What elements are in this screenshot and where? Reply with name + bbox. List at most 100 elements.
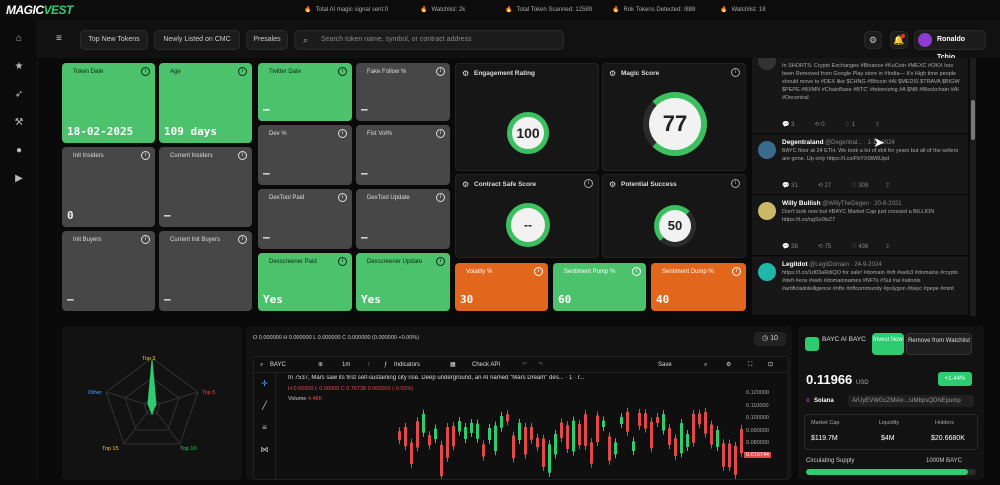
chart-symbol[interactable]: BAYC bbox=[270, 362, 286, 368]
info-icon[interactable]: i bbox=[238, 151, 247, 160]
retweet-count: 75 bbox=[824, 244, 832, 250]
card-label: Sentiment Dump % bbox=[662, 269, 714, 275]
info-icon[interactable]: i bbox=[338, 193, 347, 202]
crosshair-icon[interactable]: ✛ bbox=[261, 379, 268, 388]
remove-watchlist-button[interactable]: Remove from Watchlist bbox=[906, 333, 972, 355]
redo-icon[interactable]: ↷ bbox=[538, 362, 544, 368]
candle bbox=[476, 423, 479, 439]
like-icon[interactable]: ♡ bbox=[851, 183, 857, 189]
card-token-date: Token Date i 18-02-2025 bbox=[62, 63, 155, 143]
add-symbol-icon[interactable]: ⊕ bbox=[318, 362, 324, 368]
price-axis: 0.120000 0.110000 0.100000 0.090000 0.08… bbox=[746, 387, 769, 462]
menu-collapse-icon[interactable]: ≡ bbox=[56, 33, 62, 44]
star-icon[interactable]: ★ bbox=[14, 61, 24, 72]
share-icon[interactable]: ⇪ bbox=[885, 183, 891, 189]
reply-icon[interactable]: 💬 bbox=[782, 244, 790, 250]
info-icon[interactable]: i bbox=[338, 257, 347, 266]
tweet-card[interactable]: Legitdot @LegitDomain · 24-9-2024 https:… bbox=[752, 257, 968, 316]
notification-bell-icon[interactable]: 🔔 bbox=[890, 31, 908, 49]
gauge-value: -- bbox=[524, 218, 532, 232]
ticker-item-watchlist-2: 🔥 Watchlist: 18 bbox=[720, 6, 766, 13]
search-input[interactable]: ⌕ Search token name, symbol, or contract… bbox=[294, 30, 564, 50]
info-icon[interactable]: i bbox=[436, 257, 445, 266]
zoom-icon[interactable]: ⌕ bbox=[704, 362, 708, 368]
home-icon[interactable]: ⌂ bbox=[15, 33, 23, 44]
reply-icon[interactable]: 💬 bbox=[782, 122, 790, 128]
contract-address[interactable]: ArUyEVWGcZMiAx...srMbpsQDNEpump bbox=[848, 395, 974, 407]
tools-icon[interactable]: ⚒ bbox=[14, 117, 24, 128]
camera-icon[interactable]: ⊡ bbox=[768, 362, 774, 368]
like-icon[interactable]: ♡ bbox=[844, 122, 850, 128]
fullscreen-icon[interactable]: ⛶ bbox=[748, 362, 753, 368]
info-icon[interactable]: i bbox=[632, 267, 641, 276]
token-stats: Market Cap $119.7M Liquidity $4M Holders… bbox=[804, 414, 978, 450]
tab-top-new-tokens[interactable]: Top New Tokens bbox=[80, 30, 148, 50]
info-icon[interactable]: i bbox=[534, 267, 543, 276]
tweet-handle: @WillyTheDegen · 20-8-2021 bbox=[822, 201, 902, 207]
tweet-card[interactable]: Willy Bullish @WillyTheDegen · 20-8-2021… bbox=[752, 196, 968, 256]
like-icon[interactable]: ♡ bbox=[851, 244, 857, 250]
card-label: Init Insiders bbox=[73, 153, 104, 159]
card-value: — bbox=[67, 293, 74, 306]
candle bbox=[734, 445, 737, 475]
candle bbox=[674, 438, 677, 456]
layout-icon[interactable]: ▦ bbox=[450, 362, 456, 368]
retweet-icon[interactable]: ⟲ bbox=[817, 244, 823, 250]
share-icon[interactable]: ⇪ bbox=[885, 244, 891, 250]
candle bbox=[560, 422, 563, 438]
indicators-icon[interactable]: ƒ bbox=[384, 362, 388, 368]
feed-scrollbar[interactable] bbox=[970, 58, 976, 316]
tweet-card[interactable]: Degentraland @Degentral... · 1-12-2024 B… bbox=[752, 135, 968, 195]
current-price-tag: 0.016744 bbox=[744, 452, 771, 458]
info-icon[interactable]: i bbox=[338, 129, 347, 138]
card-value: 0 bbox=[67, 209, 74, 222]
tab-presales[interactable]: Presales bbox=[246, 30, 288, 50]
info-icon[interactable]: i bbox=[436, 67, 445, 76]
trendline-icon[interactable]: ╱ bbox=[262, 401, 267, 410]
user-menu[interactable]: Ronaldo Tchio bbox=[914, 30, 986, 61]
info-icon[interactable]: i bbox=[731, 68, 740, 77]
chart-indicators[interactable]: Indicators bbox=[394, 362, 421, 368]
info-icon[interactable]: i bbox=[141, 151, 150, 160]
info-icon[interactable]: i bbox=[732, 267, 741, 276]
scrollbar-thumb[interactable] bbox=[971, 100, 975, 140]
video-icon[interactable]: ▶ bbox=[15, 173, 23, 184]
info-icon[interactable]: i bbox=[584, 179, 593, 188]
retweet-icon[interactable]: ⟲ bbox=[814, 122, 820, 128]
undo-icon[interactable]: ↶ bbox=[522, 362, 528, 368]
candle bbox=[416, 421, 419, 448]
info-icon[interactable]: i bbox=[141, 235, 150, 244]
card-label: Token Date bbox=[73, 69, 104, 75]
user-icon[interactable]: ● bbox=[15, 145, 23, 156]
settings-gear-icon[interactable]: ⚙ bbox=[726, 362, 732, 368]
card-current-insiders: Current Insiders i — bbox=[159, 147, 252, 227]
panel-contract-safe-score: ⚙ Contract Safe Score i -- bbox=[455, 174, 599, 258]
volume-value: 4.48K bbox=[307, 396, 323, 402]
tab-newly-listed-cmc[interactable]: Newly Listed on CMC bbox=[154, 30, 240, 50]
info-icon[interactable]: i bbox=[141, 67, 150, 76]
info-icon[interactable]: i bbox=[436, 129, 445, 138]
fib-icon[interactable]: ≡ bbox=[262, 423, 267, 432]
info-icon[interactable]: i bbox=[731, 179, 740, 188]
rocket-icon[interactable]: ➶ bbox=[14, 89, 24, 100]
invest-now-button[interactable]: Invest Now bbox=[872, 333, 904, 355]
info-icon[interactable]: i bbox=[436, 193, 445, 202]
tweet-card[interactable]: In SHORTS: Crypto Exchanges #Binance #Ku… bbox=[752, 58, 968, 134]
candle-type-icon[interactable]: ⫶ bbox=[368, 362, 370, 368]
brand-logo[interactable]: MAGICVEST bbox=[6, 3, 73, 17]
info-icon[interactable]: i bbox=[238, 235, 247, 244]
settings-gear-icon[interactable]: ⚙ bbox=[864, 31, 882, 49]
chart-interval[interactable]: 1m bbox=[342, 362, 351, 368]
retweet-icon[interactable]: ⟲ bbox=[817, 183, 823, 189]
share-icon[interactable]: ⇪ bbox=[875, 122, 881, 128]
pattern-icon[interactable]: ⋈ bbox=[260, 445, 269, 454]
chart-count-badge[interactable]: ◷ 10 bbox=[754, 332, 786, 346]
info-icon[interactable]: i bbox=[338, 67, 347, 76]
chart-check-api[interactable]: Check API bbox=[472, 362, 501, 368]
candle bbox=[488, 427, 491, 441]
chart-save[interactable]: Save bbox=[658, 362, 672, 368]
info-icon[interactable]: i bbox=[238, 67, 247, 76]
search-icon[interactable]: ⌕ bbox=[260, 362, 264, 368]
candle bbox=[458, 421, 461, 432]
reply-icon[interactable]: 💬 bbox=[782, 183, 790, 189]
